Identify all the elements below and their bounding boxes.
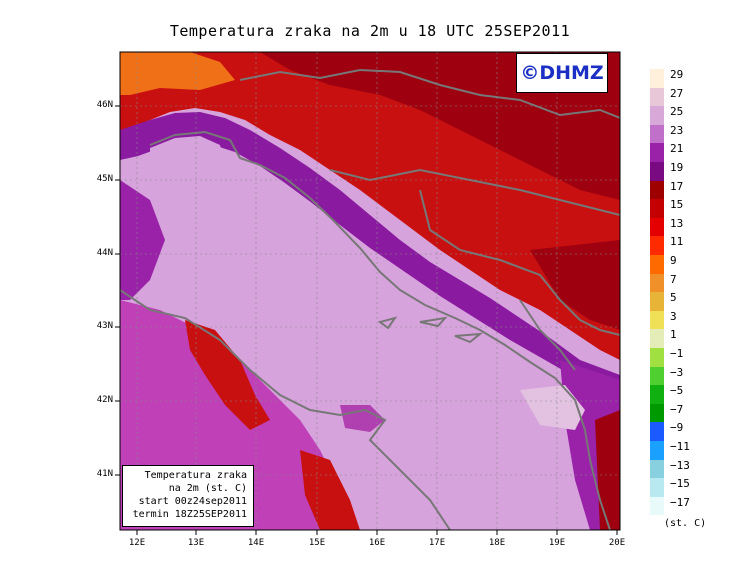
y-tick-label: 45N bbox=[96, 174, 113, 184]
colorbar-swatch bbox=[650, 217, 664, 237]
italy-west bbox=[120, 180, 165, 300]
colorbar-swatch bbox=[650, 87, 664, 107]
border-4 bbox=[519, 299, 576, 371]
colorbar-label: 29 bbox=[670, 68, 684, 81]
sea-light bbox=[520, 385, 585, 430]
dhmz-logo: ©DHMZ bbox=[516, 53, 608, 93]
italy-coast bbox=[120, 289, 451, 530]
x-tick-label: 16E bbox=[368, 538, 386, 548]
colorbar-swatch bbox=[650, 292, 664, 311]
border-3 bbox=[419, 189, 620, 336]
x-tick-label: 19E bbox=[548, 538, 566, 548]
colorbar-swatch bbox=[650, 348, 664, 367]
colorbar-label: 3 bbox=[670, 309, 677, 323]
colorbar-label: 23 bbox=[670, 123, 684, 137]
italy-hot bbox=[185, 320, 270, 430]
istria bbox=[150, 136, 225, 205]
colorbar-swatch bbox=[650, 478, 664, 497]
y-tick-label: 46N bbox=[96, 100, 113, 110]
colorbar-label: −1 bbox=[670, 347, 684, 360]
colorbar-swatch bbox=[650, 441, 664, 460]
y-tick-label: 44N bbox=[96, 248, 113, 258]
colorbar-label: −13 bbox=[670, 458, 690, 472]
colorbar-swatch bbox=[650, 273, 664, 293]
coastline bbox=[149, 130, 611, 530]
x-tick-label: 13E bbox=[187, 538, 205, 548]
map-title: Temperatura zraka na 2m u 18 UTC 25SEP20… bbox=[169, 22, 571, 40]
colorbar-swatch bbox=[650, 180, 664, 200]
colorbar-swatch bbox=[650, 403, 664, 423]
colorbar-label: −17 bbox=[670, 495, 690, 509]
colorbar-label: 9 bbox=[670, 254, 677, 267]
y-tick-label: 41N bbox=[96, 469, 113, 479]
colorbar-label: −7 bbox=[670, 402, 684, 416]
colorbar-swatch bbox=[650, 124, 664, 144]
alps-warm bbox=[120, 52, 235, 95]
colorbar-label: −11 bbox=[670, 440, 690, 453]
map-field bbox=[120, 52, 620, 530]
info-line: start 00z24sep2011 bbox=[138, 496, 247, 507]
colorbar-swatch bbox=[650, 329, 664, 348]
info-line: Temperatura zraka bbox=[144, 470, 247, 481]
colorbar-label: 13 bbox=[670, 216, 684, 230]
colorbar-swatch bbox=[650, 422, 664, 441]
colorbar-label: 21 bbox=[670, 142, 684, 156]
colorbar-swatch bbox=[650, 255, 664, 274]
colorbar-label: 19 bbox=[670, 161, 684, 174]
colorbar-swatch bbox=[650, 143, 664, 162]
colorbar-swatch bbox=[650, 496, 664, 516]
colorbar-label: 15 bbox=[670, 198, 684, 212]
border-1 bbox=[239, 68, 620, 119]
info-line: na 2m (st. C) bbox=[168, 483, 247, 494]
colorbar-unit: (st. C) bbox=[664, 518, 707, 529]
colorbar-label: −9 bbox=[670, 421, 684, 435]
map-frame bbox=[119, 51, 621, 531]
x-tick-label: 15E bbox=[308, 538, 326, 548]
colorbar-label: 11 bbox=[670, 235, 684, 249]
y-tick-label: 42N bbox=[96, 395, 113, 405]
colorbar-label: 1 bbox=[670, 328, 677, 342]
colorbar-swatch bbox=[650, 106, 664, 125]
colorbar-label: 7 bbox=[670, 272, 677, 286]
colorbar-swatch bbox=[650, 310, 664, 330]
colorbar-swatch bbox=[650, 385, 664, 404]
coast-band bbox=[120, 112, 620, 395]
colorbar-label: −5 bbox=[670, 384, 684, 398]
colorbar-label: 25 bbox=[670, 105, 684, 119]
colorbar-swatch bbox=[650, 366, 664, 386]
island-1 bbox=[377, 316, 398, 330]
x-tick-label: 14E bbox=[247, 538, 265, 548]
colorbar-swatch bbox=[650, 236, 664, 255]
gridlines bbox=[120, 52, 620, 530]
x-tick-label: 20E bbox=[608, 538, 626, 548]
colorbar-swatch bbox=[650, 162, 664, 181]
x-tick-label: 17E bbox=[428, 538, 446, 548]
colorbar-swatch bbox=[650, 199, 664, 218]
border-2 bbox=[329, 168, 620, 216]
land-east-hot bbox=[530, 240, 620, 330]
italy-hot-2 bbox=[300, 450, 360, 530]
colorbar-label: 17 bbox=[670, 179, 684, 193]
x-tick-label: 18E bbox=[488, 538, 506, 548]
island-2 bbox=[419, 316, 448, 328]
y-tick-label: 43N bbox=[96, 321, 113, 331]
info-line: termin 18Z25SEP2011 bbox=[132, 509, 247, 520]
info-box: Temperatura zraka na 2m (st. C) start 00… bbox=[122, 465, 254, 527]
colorbar-swatch bbox=[650, 69, 664, 88]
x-tick-label: 12E bbox=[128, 538, 146, 548]
island-3 bbox=[454, 332, 484, 344]
colorbar-label: 27 bbox=[670, 86, 684, 100]
colorbar-swatch bbox=[650, 459, 664, 479]
axis-ticks bbox=[115, 105, 618, 535]
colorbar-label: −15 bbox=[670, 477, 690, 491]
albania-hot bbox=[595, 410, 620, 530]
colorbar-label: −3 bbox=[670, 365, 684, 379]
colorbar-label: 5 bbox=[670, 291, 677, 305]
